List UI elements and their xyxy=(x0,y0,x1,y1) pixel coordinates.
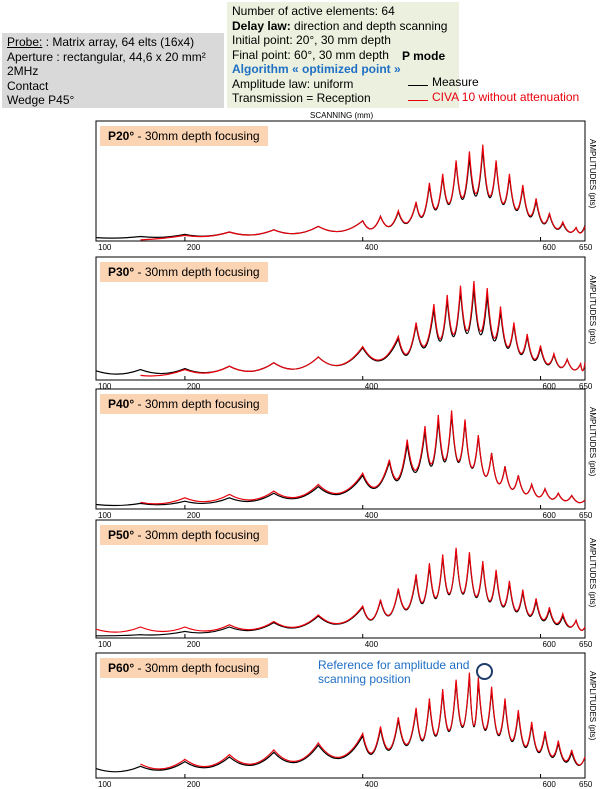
x-tick-label-3-400: 400 xyxy=(365,511,379,520)
y-axis-label-3: AMPLITUDES (pts) xyxy=(588,407,597,477)
legend-label-measure: Measure xyxy=(432,75,479,89)
panel-title-3: P40° - 30mm depth focusing xyxy=(100,394,268,414)
x-tick-label-5-600: 600 xyxy=(543,780,557,789)
plot-frame-5 xyxy=(95,652,586,779)
x-tick-label-5-400: 400 xyxy=(365,780,379,789)
legend-item-measure: Measure xyxy=(408,75,588,90)
x-tick-label-1-100: 100 xyxy=(98,243,112,252)
mode-label: P mode xyxy=(402,49,446,63)
delay-line-4: Final point: 60°, 30 mm depth xyxy=(232,47,389,62)
x-tick-label-5-100: 100 xyxy=(98,780,112,789)
y-axis-label-2: AMPLITUDES (pts) xyxy=(588,275,597,345)
series-line-3-civa xyxy=(140,410,586,505)
probe-line-5: Wedge P45° xyxy=(7,93,75,107)
x-tick-label-4-200: 200 xyxy=(187,640,201,649)
panel-title-4: P50° - 30mm depth focusing xyxy=(100,525,268,545)
scanning-axis-label: SCANNING (mm) xyxy=(310,111,374,120)
legend: Measure CIVA 10 without attenuation xyxy=(408,75,588,105)
x-tick-label-4-100: 100 xyxy=(98,640,112,649)
panel-title-angle-4: P50° xyxy=(108,528,135,542)
delay-line-6: Amplitude law: uniform xyxy=(232,76,354,91)
probe-label: Probe: xyxy=(7,35,43,49)
probe-line-2: Aperture : rectangular, 44,6 x 20 mm² xyxy=(7,49,206,64)
legend-swatch-measure xyxy=(408,85,428,86)
x-tick-label-4-400: 400 xyxy=(365,640,379,649)
delay-law-box: Number of active elements: 64 Delay law:… xyxy=(227,2,459,108)
plot-frame-3 xyxy=(95,388,586,510)
x-tick-label-4-650: 650 xyxy=(579,640,593,649)
panel-title-angle-2: P30° xyxy=(108,265,135,279)
panel-title-angle-3: P40° xyxy=(108,397,135,411)
reference-note: Reference for amplitude and scanning pos… xyxy=(318,658,470,686)
delay-label: Delay law: xyxy=(232,18,291,33)
x-tick-label-5-200: 200 xyxy=(187,780,201,789)
panel-title-rest-2: - 30mm depth focusing xyxy=(134,265,260,279)
x-tick-label-2-400: 400 xyxy=(365,382,379,391)
probe-info-box: Probe: : Matrix array, 64 elts (16x4) Ap… xyxy=(2,33,224,108)
x-tick-label-2-600: 600 xyxy=(543,382,557,391)
x-tick-label-2-100: 100 xyxy=(98,382,112,391)
y-axis-label-1: AMPLITUDES (pts) xyxy=(588,139,597,209)
x-tick-label-1-400: 400 xyxy=(365,243,379,252)
panel-title-5: P60° - 30mm depth focusing xyxy=(100,658,268,678)
x-tick-label-3-200: 200 xyxy=(187,511,201,520)
x-tick-label-1-650: 650 xyxy=(579,243,593,252)
delay-line-1: Number of active elements: 64 xyxy=(232,4,395,18)
series-line-2-measure xyxy=(95,287,586,375)
x-tick-label-3-100: 100 xyxy=(98,511,112,520)
delay-value: direction and depth scanning xyxy=(290,18,448,33)
probe-line-3: 2MHz xyxy=(7,64,39,78)
x-tick-label-4-600: 600 xyxy=(543,640,557,649)
panel-title-rest-1: - 30mm depth focusing xyxy=(134,129,260,143)
panel-title-rest-4: - 30mm depth focusing xyxy=(134,528,260,542)
reference-circle xyxy=(476,663,493,680)
panel-title-rest-5: - 30mm depth focusing xyxy=(134,661,260,675)
x-tick-label-2-200: 200 xyxy=(187,382,201,391)
series-line-3-measure xyxy=(95,413,586,507)
algorithm-line: Algorithm « optimized point » xyxy=(232,62,401,76)
panel-title-angle-5: P60° xyxy=(108,661,135,675)
x-tick-label-5-650: 650 xyxy=(579,780,593,789)
panel-title-rest-3: - 30mm depth focusing xyxy=(134,397,260,411)
series-line-1-civa xyxy=(140,144,586,241)
probe-line-1: Probe: : Matrix array, 64 elts (16x4) xyxy=(7,35,219,50)
x-tick-label-2-650: 650 xyxy=(579,382,593,391)
plot-frame-1 xyxy=(95,120,586,242)
plot-frame-4 xyxy=(95,519,586,639)
plot-frame-2 xyxy=(95,256,586,381)
legend-label-civa: CIVA 10 without attenuation xyxy=(432,90,580,104)
x-tick-label-3-600: 600 xyxy=(543,511,557,520)
legend-item-civa: CIVA 10 without attenuation xyxy=(408,90,588,105)
series-line-2-civa xyxy=(140,281,586,377)
legend-swatch-civa xyxy=(408,100,428,101)
delay-line-3: Initial point: 20°, 30 mm depth xyxy=(232,33,391,47)
y-axis-label-4: AMPLITUDES (pts) xyxy=(588,538,597,608)
panel-title-2: P30° - 30mm depth focusing xyxy=(100,262,268,282)
x-tick-label-1-600: 600 xyxy=(543,243,557,252)
panel-title-angle-1: P20° xyxy=(108,129,135,143)
x-tick-label-3-650: 650 xyxy=(579,511,593,520)
probe-line-4: Contact xyxy=(7,78,49,93)
panel-title-1: P20° - 30mm depth focusing xyxy=(100,126,268,146)
x-tick-label-1-200: 200 xyxy=(187,243,201,252)
probe-value: : Matrix array, 64 elts (16x4) xyxy=(42,35,195,49)
y-axis-label-5: AMPLITUDES (pts) xyxy=(588,671,597,741)
delay-line-7: Transmission = Reception xyxy=(232,91,371,105)
series-line-4-civa xyxy=(95,547,586,633)
series-line-5-civa xyxy=(140,672,586,770)
delay-line-2: Delay law: direction and depth scanning xyxy=(232,19,454,34)
